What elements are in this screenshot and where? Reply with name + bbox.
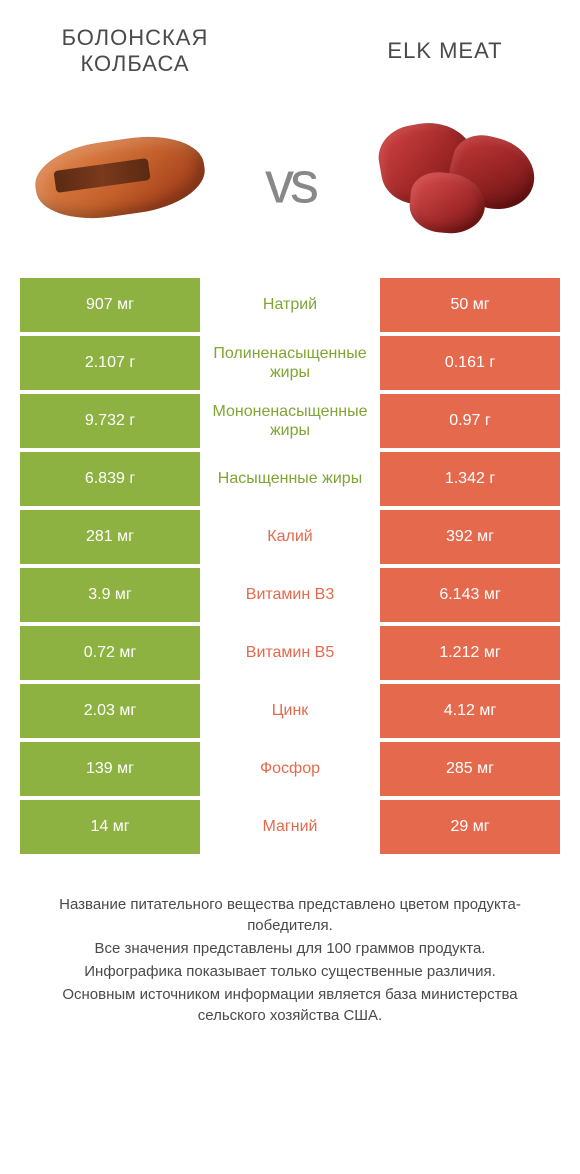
value-right: 0.161 г xyxy=(380,336,560,390)
table-row: 907 мгНатрий50 мг xyxy=(20,278,560,332)
nutrient-label: Фосфор xyxy=(200,742,380,796)
elk-meat-image xyxy=(370,108,550,248)
footer-line: Основным источником информации является … xyxy=(30,984,550,1026)
value-left: 0.72 мг xyxy=(20,626,200,680)
value-left: 281 мг xyxy=(20,510,200,564)
value-left: 6.839 г xyxy=(20,452,200,506)
table-row: 281 мгКалий392 мг xyxy=(20,510,560,564)
footer-line: Все значения представлены для 100 граммо… xyxy=(30,938,550,959)
table-row: 2.03 мгЦинк4.12 мг xyxy=(20,684,560,738)
nutrient-label: Витамин B3 xyxy=(200,568,380,622)
nutrient-label: Полиненасыщенные жиры xyxy=(200,336,380,390)
footer: Название питательного вещества представл… xyxy=(0,894,580,1026)
images-row: vs xyxy=(0,88,580,278)
nutrient-label: Мононенасыщенные жиры xyxy=(200,394,380,448)
value-right: 392 мг xyxy=(380,510,560,564)
value-right: 6.143 мг xyxy=(380,568,560,622)
sausage-image xyxy=(30,108,210,248)
footer-line: Инфографика показывает только существенн… xyxy=(30,961,550,982)
table-row: 6.839 гНасыщенные жиры1.342 г xyxy=(20,452,560,506)
value-left: 3.9 мг xyxy=(20,568,200,622)
nutrient-label: Натрий xyxy=(200,278,380,332)
title-right: ELK MEAT xyxy=(345,38,545,64)
table-row: 139 мгФосфор285 мг xyxy=(20,742,560,796)
nutrient-label: Магний xyxy=(200,800,380,854)
table-row: 9.732 гМононенасыщенные жиры0.97 г xyxy=(20,394,560,448)
header: БОЛОНСКАЯ КОЛБАСА ELK MEAT xyxy=(0,0,580,88)
nutrient-label: Насыщенные жиры xyxy=(200,452,380,506)
table-row: 14 мгМагний29 мг xyxy=(20,800,560,854)
nutrient-label: Калий xyxy=(200,510,380,564)
nutrient-label: Витамин B5 xyxy=(200,626,380,680)
footer-line: Название питательного вещества представл… xyxy=(30,894,550,936)
value-right: 1.342 г xyxy=(380,452,560,506)
value-right: 1.212 мг xyxy=(380,626,560,680)
value-left: 9.732 г xyxy=(20,394,200,448)
value-left: 907 мг xyxy=(20,278,200,332)
value-right: 50 мг xyxy=(380,278,560,332)
value-right: 29 мг xyxy=(380,800,560,854)
table-row: 0.72 мгВитамин B51.212 мг xyxy=(20,626,560,680)
value-left: 2.107 г xyxy=(20,336,200,390)
table-row: 2.107 гПолиненасыщенные жиры0.161 г xyxy=(20,336,560,390)
value-right: 0.97 г xyxy=(380,394,560,448)
title-left: БОЛОНСКАЯ КОЛБАСА xyxy=(35,25,235,78)
nutrient-label: Цинк xyxy=(200,684,380,738)
vs-label: vs xyxy=(265,149,315,216)
value-left: 139 мг xyxy=(20,742,200,796)
value-left: 2.03 мг xyxy=(20,684,200,738)
value-right: 285 мг xyxy=(380,742,560,796)
value-left: 14 мг xyxy=(20,800,200,854)
table-row: 3.9 мгВитамин B36.143 мг xyxy=(20,568,560,622)
comparison-table: 907 мгНатрий50 мг2.107 гПолиненасыщенные… xyxy=(20,278,560,854)
value-right: 4.12 мг xyxy=(380,684,560,738)
